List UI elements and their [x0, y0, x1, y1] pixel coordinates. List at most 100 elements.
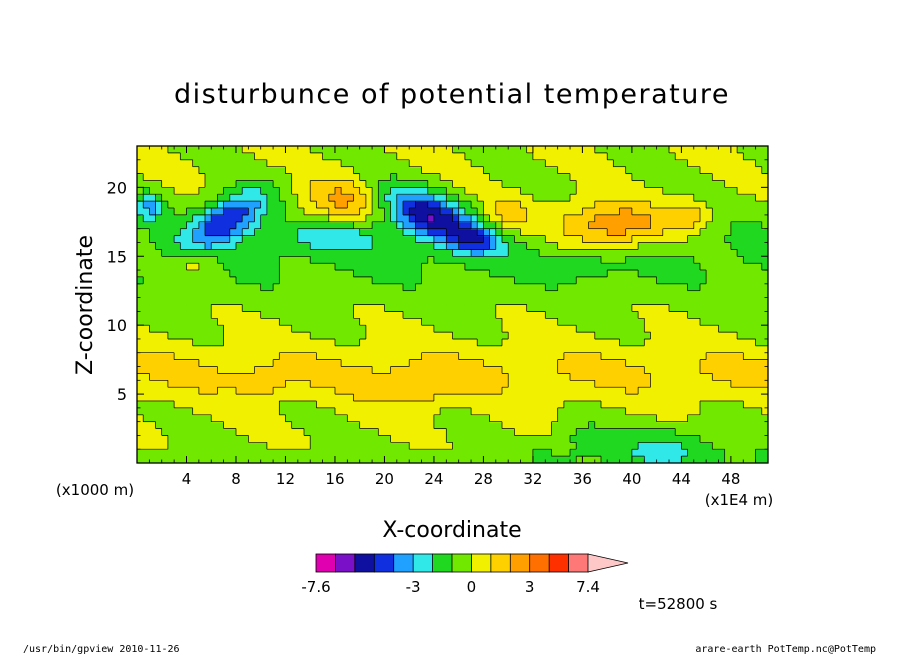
- heatmap-cell: [687, 146, 695, 154]
- heatmap-cell: [644, 352, 652, 361]
- heatmap-cell: [365, 304, 373, 312]
- heatmap-cell: [570, 152, 577, 161]
- heatmap-cell: [198, 166, 206, 175]
- heatmap-cell: [576, 276, 584, 285]
- heatmap-cell: [712, 332, 720, 340]
- heatmap-cell: [291, 263, 299, 271]
- heatmap-cell: [662, 152, 670, 161]
- heatmap-cell: [551, 380, 559, 388]
- heatmap-cell: [687, 407, 695, 416]
- heatmap-cell: [458, 228, 466, 237]
- heatmap-cell: [347, 228, 355, 237]
- heatmap-cell: [458, 318, 466, 326]
- heatmap-cell: [532, 338, 540, 347]
- heatmap-cell: [458, 414, 466, 423]
- heatmap-cell: [310, 428, 318, 437]
- heatmap-cell: [483, 256, 491, 264]
- heatmap-cell: [656, 421, 664, 430]
- heatmap-cell: [675, 407, 682, 416]
- heatmap-cell: [724, 228, 732, 237]
- heatmap-cell: [223, 235, 231, 244]
- heatmap-cell: [403, 428, 410, 437]
- heatmap-cell: [198, 297, 206, 306]
- heatmap-cell: [761, 407, 768, 416]
- heatmap-cell: [266, 449, 274, 457]
- heatmap-cell: [229, 414, 237, 423]
- heatmap-cell: [644, 456, 652, 463]
- heatmap-cell: [613, 352, 621, 361]
- heatmap-cell: [483, 152, 491, 161]
- heatmap-cell: [613, 387, 621, 395]
- heatmap-cell: [656, 242, 664, 250]
- heatmap-cell: [755, 263, 763, 271]
- heatmap-cell: [730, 173, 738, 182]
- heatmap-cell: [143, 173, 150, 182]
- heatmap-cell: [539, 256, 546, 264]
- heatmap-cell: [248, 187, 256, 195]
- heatmap-cell: [743, 428, 751, 437]
- heatmap-cell: [415, 146, 423, 154]
- heatmap-cell: [675, 332, 682, 340]
- heatmap-cell: [427, 180, 435, 188]
- heatmap-cell: [576, 359, 584, 368]
- heatmap-cell: [291, 187, 299, 195]
- heatmap-cell: [235, 263, 243, 271]
- heatmap-cell: [328, 394, 336, 402]
- heatmap-cell: [304, 407, 311, 416]
- heatmap-cell: [576, 421, 584, 430]
- heatmap-cell: [557, 407, 565, 416]
- heatmap-cell: [198, 276, 206, 285]
- heatmap-cell: [508, 187, 515, 195]
- heatmap-cell: [706, 325, 713, 333]
- heatmap-cell: [619, 414, 627, 423]
- heatmap-cell: [687, 325, 695, 333]
- heatmap-cell: [681, 242, 689, 250]
- heatmap-cell: [161, 435, 169, 443]
- heatmap-cell: [353, 359, 361, 368]
- heatmap-cell: [588, 428, 596, 437]
- heatmap-cell: [588, 283, 596, 292]
- heatmap-cell: [730, 442, 738, 450]
- heatmap-cell: [724, 304, 732, 312]
- colorbar-swatch: [529, 553, 550, 573]
- heatmap-cell: [297, 359, 305, 368]
- heatmap-cell: [378, 173, 386, 182]
- heatmap-cell: [477, 208, 485, 216]
- heatmap-cell: [489, 290, 497, 299]
- heatmap-cell: [235, 304, 243, 312]
- heatmap-cell: [471, 208, 478, 216]
- heatmap-cell: [137, 159, 144, 168]
- heatmap-cell: [409, 270, 416, 278]
- heatmap-cell: [508, 146, 515, 154]
- heatmap-cell: [316, 435, 324, 443]
- heatmap-cell: [192, 435, 200, 443]
- heatmap-cell: [551, 173, 559, 182]
- heatmap-cell: [316, 221, 324, 230]
- heatmap-cell: [205, 152, 212, 161]
- heatmap-cell: [761, 159, 768, 168]
- heatmap-cell: [143, 449, 150, 457]
- heatmap-cell: [186, 242, 194, 250]
- heatmap-cell: [687, 435, 695, 443]
- heatmap-cell: [365, 428, 373, 437]
- heatmap-cell: [242, 208, 249, 216]
- heatmap-cell: [409, 449, 416, 457]
- heatmap-cell: [557, 270, 565, 278]
- heatmap-cell: [681, 345, 689, 354]
- heatmap-cell: [433, 297, 441, 306]
- heatmap-cell: [143, 304, 150, 312]
- heatmap-cell: [260, 380, 268, 388]
- heatmap-cell: [644, 290, 652, 299]
- heatmap-cell: [706, 173, 713, 182]
- heatmap-cell: [539, 414, 546, 423]
- heatmap-cell: [730, 435, 738, 443]
- heatmap-cell: [180, 400, 188, 409]
- heatmap-cell: [539, 338, 546, 347]
- heatmap-cell: [217, 380, 225, 388]
- heatmap-cell: [681, 421, 689, 430]
- heatmap-cell: [545, 325, 553, 333]
- heatmap-cell: [396, 352, 404, 361]
- heatmap-cell: [699, 214, 707, 223]
- heatmap-cell: [570, 435, 577, 443]
- heatmap-cell: [594, 235, 602, 244]
